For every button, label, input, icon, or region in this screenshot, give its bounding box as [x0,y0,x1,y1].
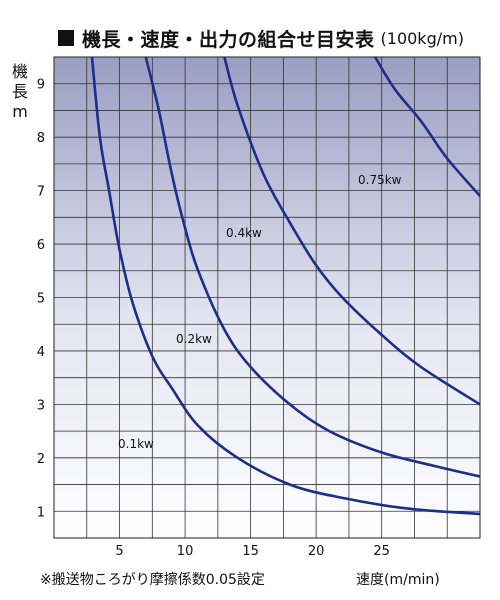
x-axis-label: 速度(m/min) [356,572,440,588]
data-labels: 0.1kw 0.2kw 0.4kw 0.75kw [118,173,402,451]
series-label-0.2kw: 0.2kw [176,332,212,346]
y-tick-label: 9 [37,78,45,93]
y-tick-label: 2 [37,452,45,467]
series-label-0.4kw: 0.4kw [226,226,262,240]
x-tick-label: 15 [242,544,259,559]
series-line-0.75kw [373,57,480,198]
chart-title: 機長・速度・出力の組合せ目安表 (100kg/m) [58,24,494,52]
y-tick-label: 7 [37,185,45,200]
series-label-0.75kw: 0.75kw [358,173,402,187]
y-axis-label-char-3: m [12,102,28,121]
y-tick-label: 4 [37,345,45,360]
y-tick-label: 3 [37,398,45,413]
tick-labels: 5 10 15 20 25 1 2 3 4 5 6 7 8 9 [37,78,390,559]
series-line-0.4kw [223,57,480,406]
grid [54,57,480,538]
friction-note: ※搬送物ころがり摩擦係数0.05設定 [40,572,265,588]
y-axis-label-char-1: 機 [11,62,28,81]
x-tick-label: 5 [115,544,123,559]
plot-frame [53,56,481,539]
series-group [90,57,480,516]
x-tick-label: 20 [308,544,325,559]
y-tick-label: 8 [37,131,45,146]
y-tick-label: 6 [37,238,45,253]
y-tick-label: 1 [37,505,45,520]
y-tick-label: 5 [37,292,45,307]
x-tick-label: 25 [373,544,390,559]
series-line-0.1kw [90,57,480,516]
y-axis-label: 機 長 m [8,62,32,122]
series-line-0.2kw [144,57,480,478]
chart-title-text: 機長・速度・出力の組合せ目安表 [82,28,375,51]
x-tick-label: 10 [177,544,194,559]
y-axis-label-char-2: 長 [11,82,28,101]
series-label-0.1kw: 0.1kw [118,437,154,451]
black-square-icon [58,30,74,46]
chart-title-unit: (100kg/m) [380,28,464,48]
